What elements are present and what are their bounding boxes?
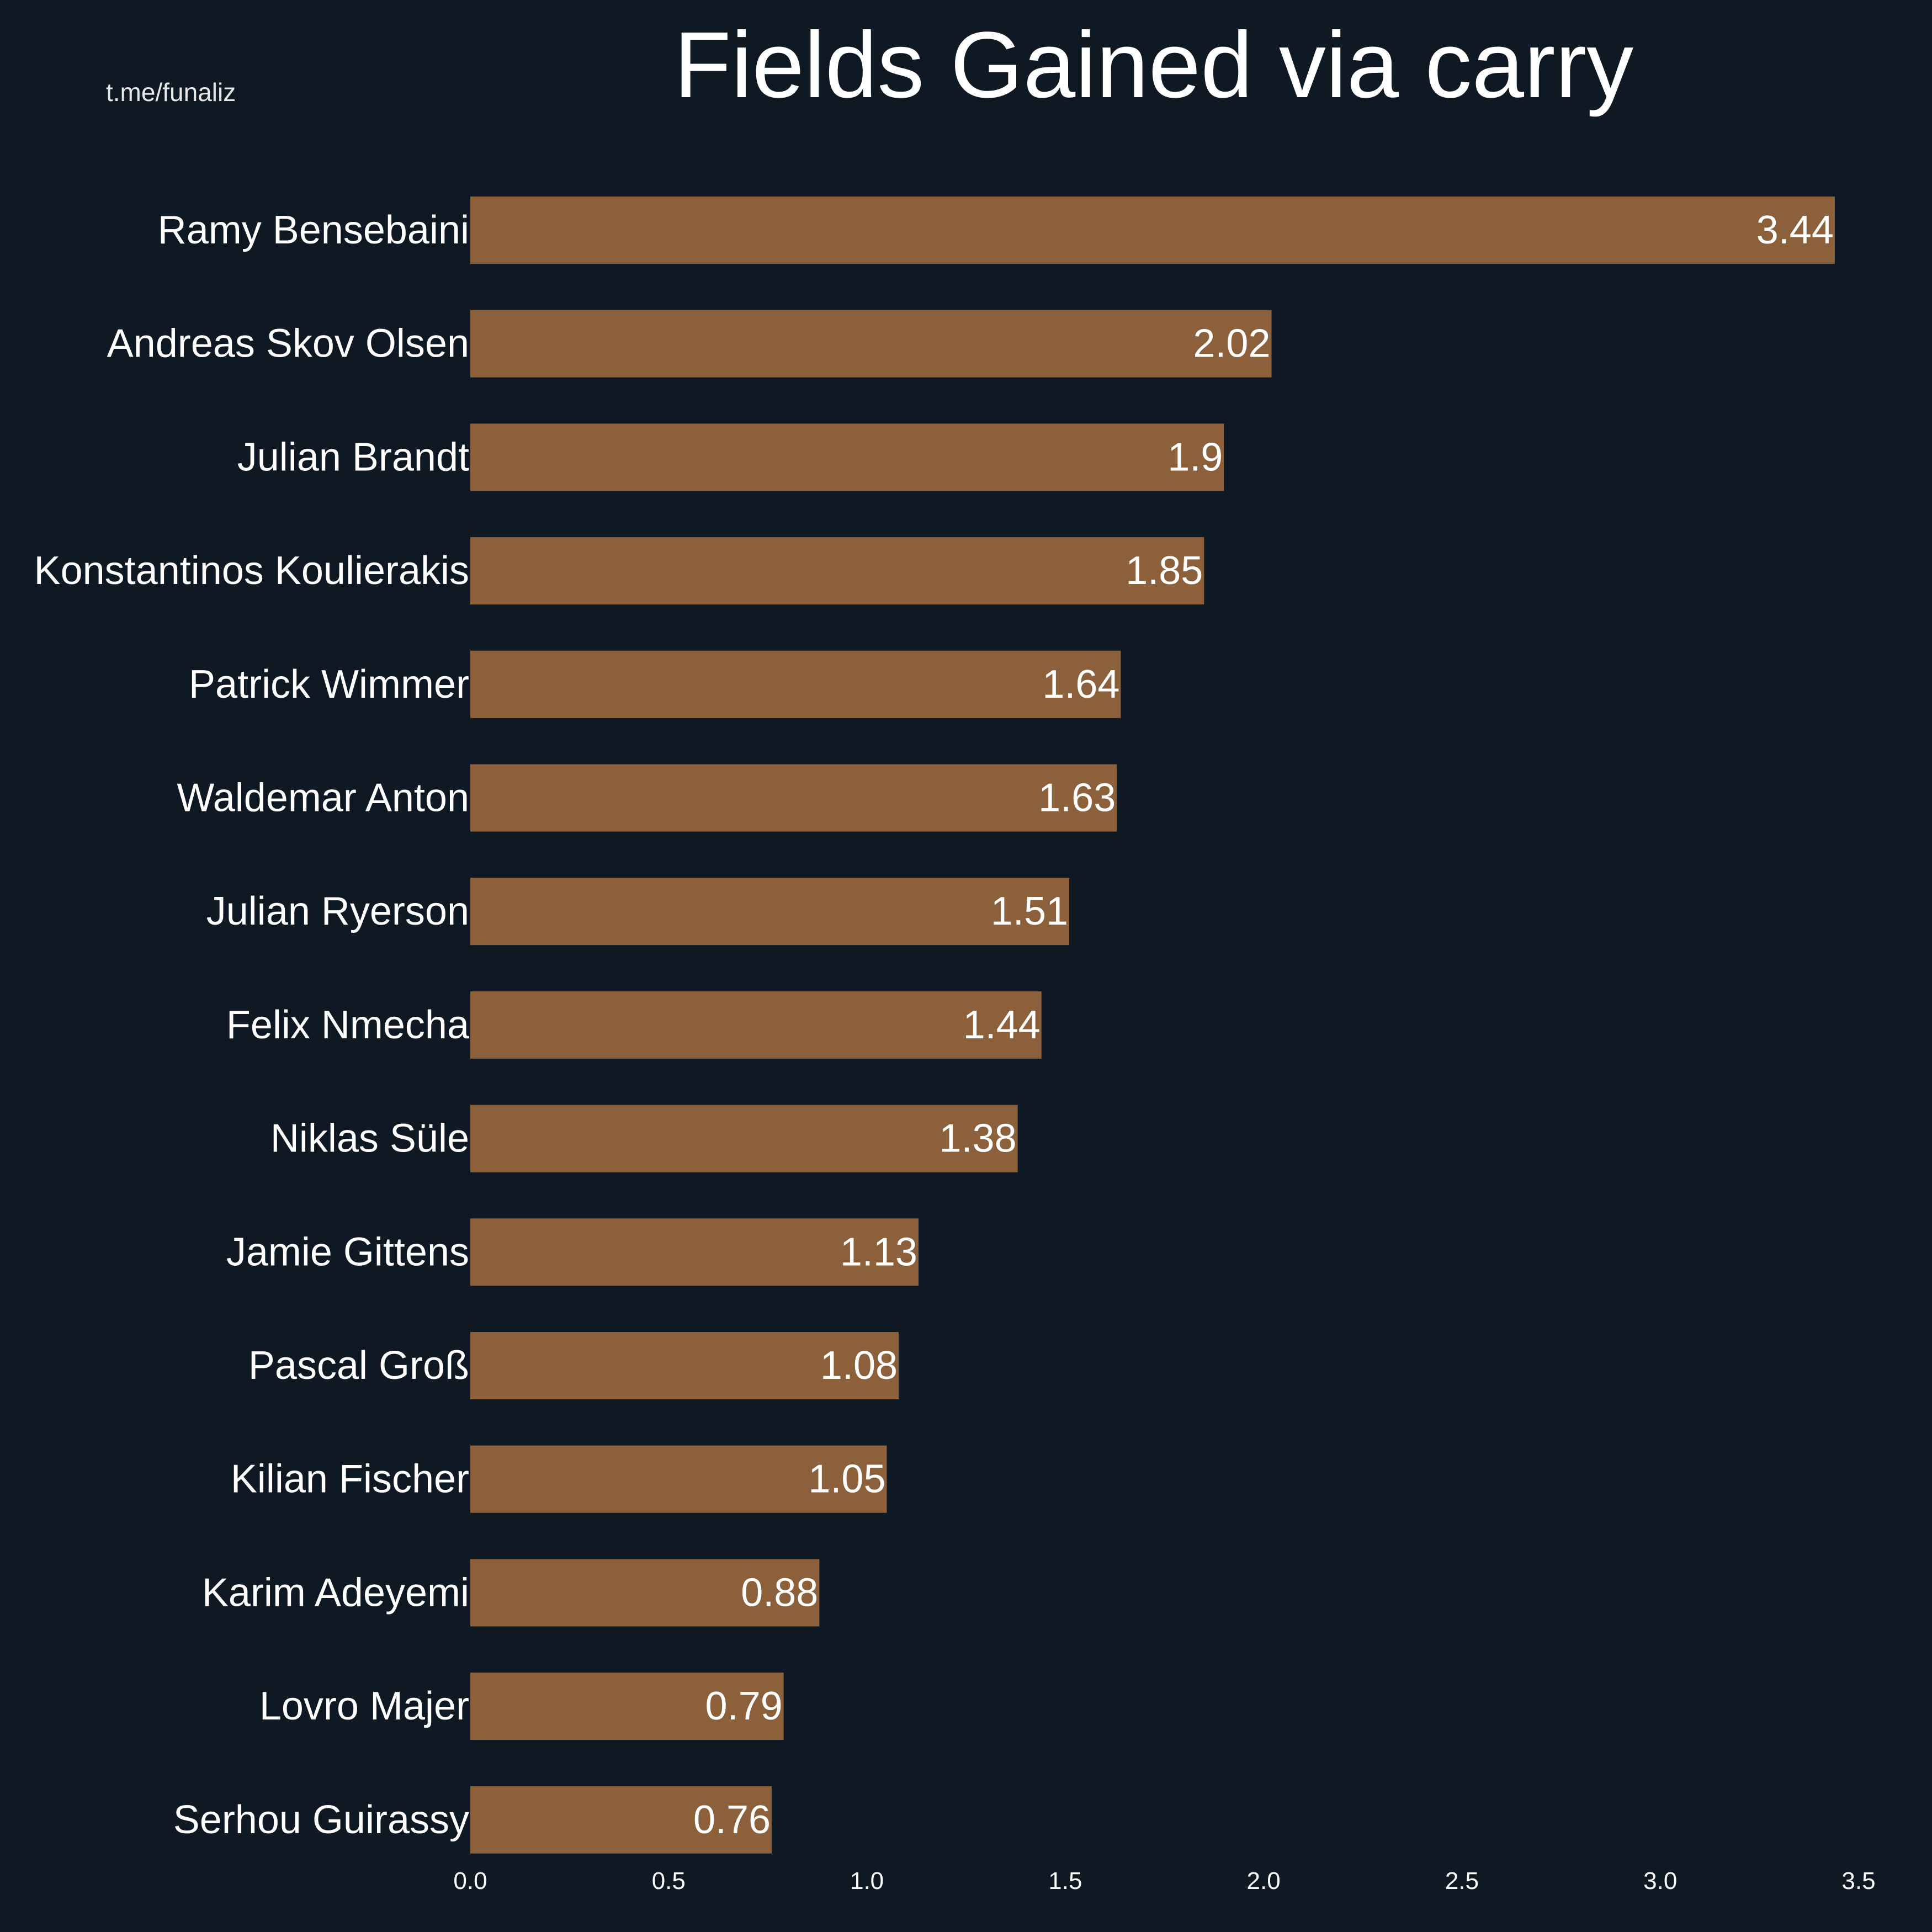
category-label: Kilian Fischer [231,1457,469,1501]
category-label: Felix Nmecha [226,1003,470,1047]
value-label: 1.9 [1167,435,1223,479]
value-label: 0.79 [705,1684,783,1728]
value-label: 1.38 [939,1117,1016,1161]
category-label: Pascal Groß [248,1344,469,1388]
chart-title: Fields Gained via carry [673,13,1634,118]
bar [470,423,1224,491]
x-tick-label: 0.0 [453,1867,487,1894]
x-tick-label: 2.0 [1247,1867,1281,1894]
bar [470,310,1272,378]
bar [470,764,1117,832]
category-label: Julian Brandt [237,435,469,479]
value-label: 1.08 [820,1344,898,1388]
bar [470,197,1835,264]
x-tick-label: 1.5 [1048,1867,1082,1894]
value-label: 2.02 [1193,322,1270,366]
category-label: Serhou Guirassy [173,1798,469,1842]
value-label: 1.44 [963,1003,1041,1047]
x-tick-label: 1.0 [850,1867,884,1894]
bar [470,991,1042,1059]
x-axis-ticks: 0.0 0.5 1.0 1.5 2.0 2.5 3.0 3.5 [453,1867,1875,1894]
category-label: Karim Adeyemi [202,1570,469,1615]
bar [470,1786,772,1854]
value-label: 1.51 [991,889,1068,933]
value-label: 0.88 [741,1570,818,1615]
x-tick-label: 3.5 [1841,1867,1875,1894]
category-label: Julian Ryerson [206,889,469,933]
bar [470,1332,899,1399]
bar [470,1673,784,1740]
value-label: 3.44 [1756,208,1834,252]
value-label: 1.05 [808,1457,885,1501]
value-labels: 3.44 2.02 1.9 1.85 1.64 1.63 1.51 1.44 1.38 1.13 1… [693,208,1834,1842]
category-label: Andreas Skov Olsen [107,322,469,366]
category-label: Jamie Gittens [226,1230,469,1274]
value-label: 1.63 [1038,776,1116,820]
bar-group [470,197,1835,1854]
bar [470,878,1070,946]
category-label: Konstantinos Koulierakis [34,549,469,593]
x-tick-label: 3.0 [1643,1867,1677,1894]
x-tick-label: 0.5 [652,1867,686,1894]
category-label: Niklas Süle [270,1117,469,1161]
x-tick-label: 2.5 [1445,1867,1479,1894]
bar [470,1445,887,1513]
category-label: Patrick Wimmer [189,662,469,707]
bar [470,1559,820,1627]
value-label: 1.13 [840,1230,917,1274]
category-label: Ramy Bensebaini [158,208,469,252]
value-label: 1.85 [1126,549,1203,593]
category-labels: Ramy Bensebaini Andreas Skov Olsen Julian … [34,208,470,1842]
bar [470,1105,1018,1172]
category-label: Waldemar Anton [177,776,469,820]
value-label: 1.64 [1042,662,1119,707]
bar [470,650,1121,718]
value-label: 0.76 [693,1798,771,1842]
watermark: t.me/funaliz [106,78,236,107]
category-label: Lovro Majer [259,1684,469,1728]
bar [470,537,1204,605]
bar [470,1218,919,1286]
